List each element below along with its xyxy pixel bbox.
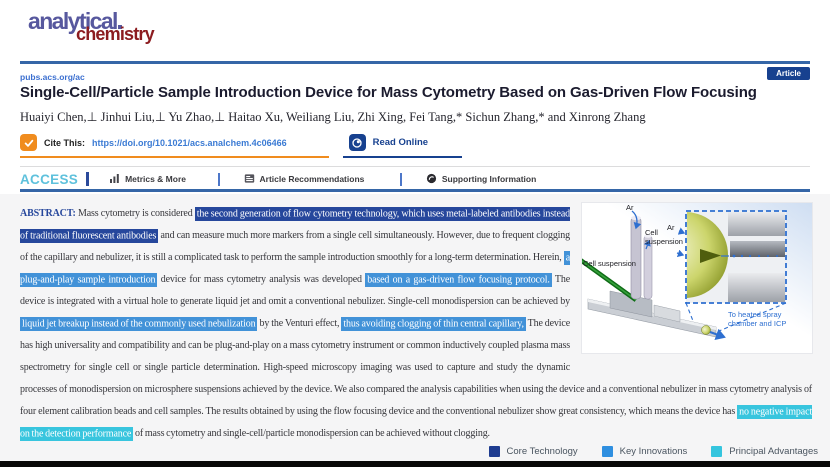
figure-label-cell-suspension-left: Cell suspension: [583, 259, 636, 268]
page-title: Single-Cell/Particle Sample Introduction…: [20, 84, 757, 101]
cite-this-label: Cite This:: [44, 137, 86, 148]
tab-supporting-information[interactable]: Supporting Information: [426, 173, 536, 186]
annotation-legend: Core Technology Key Innovations Principa…: [488, 446, 818, 457]
cite-this-button[interactable]: Cite This: https://doi.org/10.1021/acs.a…: [20, 134, 329, 158]
figure-label-ar-inset: Ar: [667, 223, 675, 232]
legend-core-label: Core Technology: [506, 446, 578, 457]
tab-metrics-label: Metrics & More: [125, 174, 186, 184]
highlight-key: based on a gas-driven flow focusing prot…: [365, 272, 552, 287]
read-online-icon: [348, 134, 366, 151]
tab-article-recommendations[interactable]: Article Recommendations: [244, 173, 365, 186]
logo-dot: [117, 25, 122, 29]
separator-bar: [218, 172, 220, 186]
journal-logo-line1: analytical: [28, 8, 118, 34]
divider-line: [20, 166, 810, 167]
tab-metrics-and-more[interactable]: Metrics & More: [109, 173, 186, 186]
bar-chart-icon: [109, 173, 120, 186]
recommendations-icon: [244, 173, 255, 186]
separator-bar: [400, 172, 402, 186]
article-type-badge: Article: [767, 67, 810, 80]
abstract-plain-text: and can measure much more markers from a…: [20, 230, 570, 263]
supporting-info-icon: [426, 173, 437, 186]
abstract-plain-text: Mass cytometry is considered: [77, 208, 195, 219]
abstract-text: ABSTRACT: Mass cytometry is considered t…: [20, 203, 812, 445]
tab-recommendations-label: Article Recommendations: [259, 174, 365, 184]
abstract-section: Ar Cell suspension Cell suspension Ar To…: [0, 194, 830, 461]
legend-key-label: Key Innovations: [619, 446, 688, 457]
author-list: Huaiyi Chen,⊥ Jinhui Liu,⊥ Yu Zhao,⊥ Hai…: [20, 110, 646, 124]
principal-advantages-swatch-icon: [711, 446, 723, 457]
tab-supporting-label: Supporting Information: [441, 174, 537, 184]
read-online-button[interactable]: Read Online: [342, 134, 463, 158]
highlight-key: thus avoiding clogging of thin central c…: [341, 316, 526, 331]
legend-principal-label: Principal Advantages: [729, 446, 818, 457]
legend-item-key-innovations: Key Innovations: [601, 446, 688, 457]
abstract-plain-text: The device is integrated with a virtual …: [20, 274, 570, 307]
abstract-plain-text: of mass cytometry and single-cell/partic…: [133, 428, 490, 439]
legend-item-core-technology: Core Technology: [488, 446, 578, 457]
journal-logo-line2: chemistry: [76, 24, 155, 44]
journal-url-link[interactable]: pubs.acs.org/ac: [20, 72, 85, 82]
journal-logo: analytical chemistry: [28, 8, 155, 44]
cite-row: Cite This: https://doi.org/10.1021/acs.a…: [20, 134, 463, 158]
figure-label-ar-top: Ar: [626, 203, 634, 212]
figure-label-outlet: To heated spray chamber and ICP: [728, 310, 787, 328]
cite-check-icon: [20, 134, 37, 151]
abstract-heading: ABSTRACT:: [20, 208, 76, 219]
abstract-plain-text: The device has high universality and com…: [20, 318, 812, 417]
read-online-label: Read Online: [372, 137, 429, 148]
access-link[interactable]: ACCESS: [20, 171, 79, 187]
abstract-plain-text: by the Venturi effect,: [257, 318, 342, 329]
legend-item-principal-advantages: Principal Advantages: [711, 446, 818, 457]
key-innovations-swatch-icon: [601, 446, 613, 457]
device-schematic: [582, 203, 812, 353]
abstract-plain-text: device for mass cytometry analysis was d…: [157, 274, 366, 285]
figure-label-cell-suspension-top: Cell suspension: [645, 228, 683, 246]
separator-bar: [86, 172, 90, 186]
highlight-key: liquid jet breakup instead of the common…: [20, 316, 258, 331]
bottom-black-bar: [0, 461, 830, 467]
doi-link[interactable]: https://doi.org/10.1021/acs.analchem.4c0…: [92, 137, 287, 148]
graphical-abstract-figure: Ar Cell suspension Cell suspension Ar To…: [581, 202, 813, 354]
core-technology-swatch-icon: [488, 446, 500, 457]
header-rule: [20, 61, 810, 64]
section-rule: [20, 189, 810, 192]
link-bar: pubs.acs.org/ac Article: [20, 67, 810, 82]
access-bar: ACCESS Metrics & More Article Recommenda…: [20, 170, 810, 188]
